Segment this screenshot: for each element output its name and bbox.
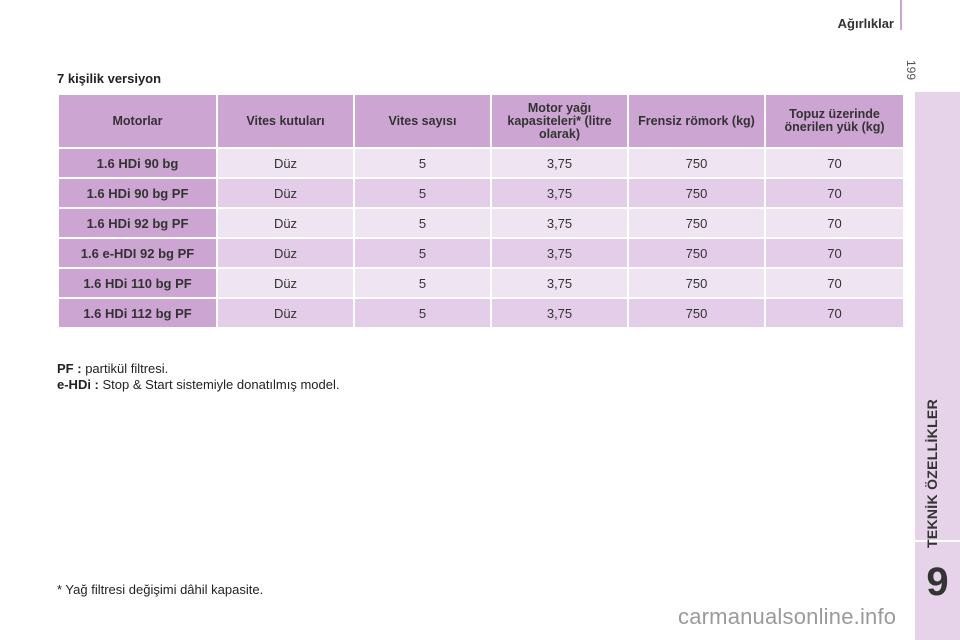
- note-term: e-HDi :: [57, 377, 99, 392]
- chapter-title: TEKNİK ÖZELLİKLER: [924, 399, 940, 548]
- abbreviation-notes: PF : partikül filtresi. e-HDi : Stop & S…: [57, 361, 340, 393]
- col-header-unbraked-trailer: Frensiz römork (kg): [627, 93, 766, 149]
- nose-weight-cell: 70: [764, 297, 905, 329]
- gear-count-cell: 5: [353, 177, 492, 209]
- section-title: 7 kişilik versiyon: [57, 71, 162, 86]
- watermark: carmanualsonline.info: [678, 604, 897, 629]
- note-text: Stop & Start sistemiyle donatılmış model…: [102, 377, 340, 392]
- oil-capacity-cell: 3,75: [490, 177, 629, 209]
- table-row: 1.6 HDi 110 bg PF Düz 5 3,75 750 70: [57, 267, 905, 299]
- nose-weight-cell: 70: [764, 237, 905, 269]
- nose-weight-cell: 70: [764, 267, 905, 299]
- page-header-title: Ağırlıklar: [837, 16, 894, 31]
- oil-capacity-cell: 3,75: [490, 237, 629, 269]
- oil-capacity-cell: 3,75: [490, 147, 629, 179]
- col-header-gearbox: Vites kutuları: [216, 93, 355, 149]
- nose-weight-cell: 70: [764, 207, 905, 239]
- oil-capacity-cell: 3,75: [490, 267, 629, 299]
- asterisk-footnote: * Yağ filtresi değişimi dâhil kapasite.: [57, 582, 264, 597]
- col-header-gear-count: Vites sayısı: [353, 93, 492, 149]
- gear-count-cell: 5: [353, 297, 492, 329]
- table-row: 1.6 HDi 90 bg PF Düz 5 3,75 750 70: [57, 177, 905, 209]
- col-header-nose-weight: Topuz üzerinde önerilen yük (kg): [764, 93, 905, 149]
- nose-weight-cell: 70: [764, 147, 905, 179]
- unbraked-trailer-cell: 750: [627, 237, 766, 269]
- unbraked-trailer-cell: 750: [627, 297, 766, 329]
- engine-cell: 1.6 HDi 90 bg PF: [57, 177, 218, 209]
- oil-capacity-cell: 3,75: [490, 207, 629, 239]
- note-text: partikül filtresi.: [85, 361, 169, 376]
- unbraked-trailer-cell: 750: [627, 147, 766, 179]
- table-header-row: Motorlar Vites kutuları Vites sayısı Mot…: [57, 93, 905, 149]
- header-rule: [900, 0, 902, 30]
- chapter-sidebar: [915, 92, 960, 640]
- gearbox-cell: Düz: [216, 237, 355, 269]
- gearbox-cell: Düz: [216, 297, 355, 329]
- table-row: 1.6 HDi 90 bg Düz 5 3,75 750 70: [57, 147, 905, 179]
- table-row: 1.6 HDi 92 bg PF Düz 5 3,75 750 70: [57, 207, 905, 239]
- engine-cell: 1.6 HDi 92 bg PF: [57, 207, 218, 239]
- unbraked-trailer-cell: 750: [627, 207, 766, 239]
- page-number: 199: [904, 60, 918, 81]
- weights-table: Motorlar Vites kutuları Vites sayısı Mot…: [57, 93, 905, 329]
- chapter-number: 9: [926, 560, 949, 604]
- unbraked-trailer-cell: 750: [627, 177, 766, 209]
- gearbox-cell: Düz: [216, 147, 355, 179]
- gear-count-cell: 5: [353, 207, 492, 239]
- table-row: 1.6 HDi 112 bg PF Düz 5 3,75 750 70: [57, 297, 905, 329]
- gear-count-cell: 5: [353, 237, 492, 269]
- gearbox-cell: Düz: [216, 177, 355, 209]
- nose-weight-cell: 70: [764, 177, 905, 209]
- gear-count-cell: 5: [353, 147, 492, 179]
- col-header-oil-capacity: Motor yağı kapasiteleri* (litre olarak): [490, 93, 629, 149]
- note-pf: PF : partikül filtresi.: [57, 361, 340, 377]
- note-term: PF :: [57, 361, 82, 376]
- col-header-engines: Motorlar: [57, 93, 218, 149]
- engine-cell: 1.6 e-HDI 92 bg PF: [57, 237, 218, 269]
- gearbox-cell: Düz: [216, 267, 355, 299]
- sidebar-divider: [915, 540, 960, 542]
- engine-cell: 1.6 HDi 90 bg: [57, 147, 218, 179]
- gearbox-cell: Düz: [216, 207, 355, 239]
- unbraked-trailer-cell: 750: [627, 267, 766, 299]
- table-row: 1.6 e-HDI 92 bg PF Düz 5 3,75 750 70: [57, 237, 905, 269]
- engine-cell: 1.6 HDi 110 bg PF: [57, 267, 218, 299]
- engine-cell: 1.6 HDi 112 bg PF: [57, 297, 218, 329]
- note-ehdi: e-HDi : Stop & Start sistemiyle donatılm…: [57, 377, 340, 393]
- gear-count-cell: 5: [353, 267, 492, 299]
- oil-capacity-cell: 3,75: [490, 297, 629, 329]
